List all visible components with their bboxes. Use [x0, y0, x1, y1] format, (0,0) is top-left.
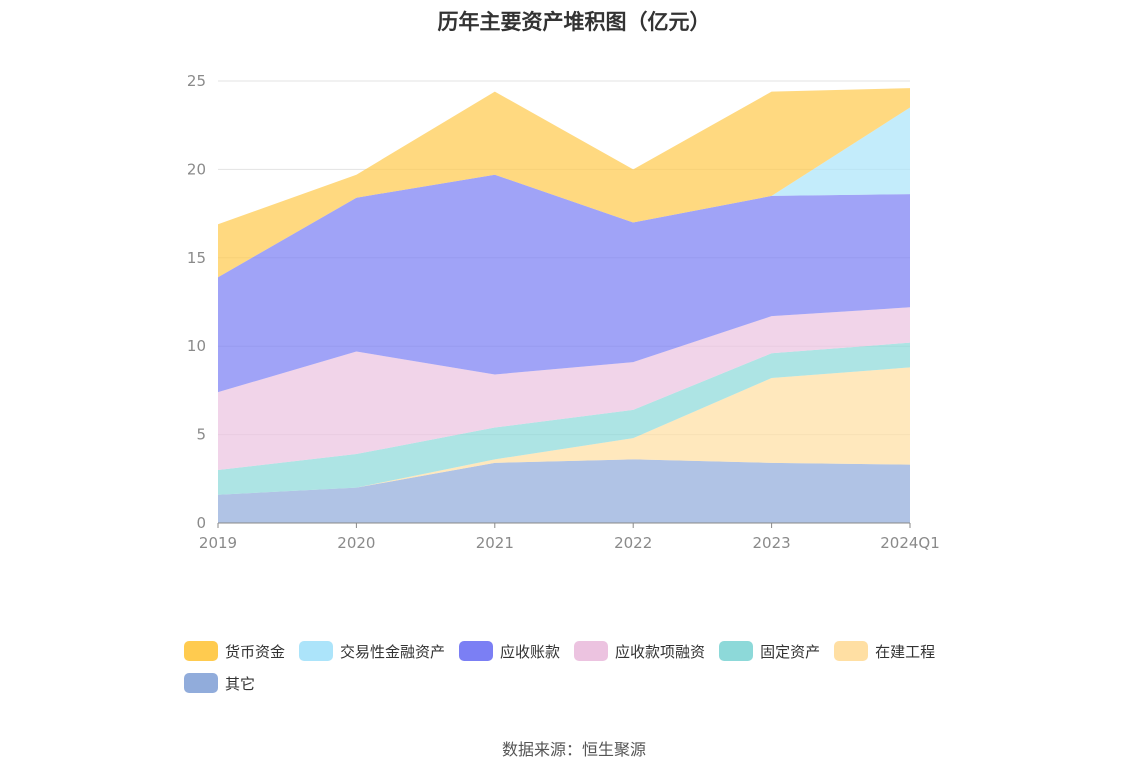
- area-series-应收账款: [218, 174, 910, 393]
- legend-swatch: [834, 641, 869, 661]
- x-tick-label: 2023: [753, 534, 791, 552]
- area-series-其它: [218, 459, 910, 523]
- legend-label: 其它: [225, 674, 256, 693]
- legend-item[interactable]: 其它: [184, 672, 255, 694]
- data-source: 数据来源：恒生聚源: [501, 740, 646, 759]
- area-series-应收款项融资: [218, 307, 910, 470]
- y-tick-label: 25: [187, 72, 206, 90]
- legend-label: 在建工程: [875, 642, 936, 661]
- x-tick-label: 2020: [337, 534, 375, 552]
- x-tick-label: 2024Q1: [880, 534, 940, 552]
- y-tick-label: 0: [196, 514, 206, 532]
- y-tick-label: 15: [187, 249, 206, 267]
- legend-swatch: [299, 641, 334, 661]
- legend-label: 交易性金融资产: [340, 642, 446, 661]
- y-tick-label: 10: [187, 337, 206, 355]
- y-tick-label: 20: [187, 160, 206, 178]
- legend-label: 应收账款: [500, 642, 561, 661]
- legend-label: 货币资金: [225, 642, 286, 661]
- x-tick-label: 2019: [199, 534, 237, 552]
- area-series-货币资金: [218, 88, 910, 278]
- legend-label: 固定资产: [760, 642, 821, 661]
- legend-item[interactable]: 固定资产: [719, 640, 820, 662]
- legend-swatch: [184, 673, 218, 693]
- area-series-在建工程: [218, 367, 910, 495]
- x-tick-label: 2021: [476, 534, 514, 552]
- chart-title: 历年主要资产堆积图（亿元）: [437, 10, 711, 34]
- x-tick-label: 2022: [614, 534, 652, 552]
- legend-item[interactable]: 交易性金融资产: [299, 640, 445, 662]
- legend-label: 应收款项融资: [615, 642, 706, 661]
- legend-swatch: [574, 641, 609, 661]
- legend-swatch: [719, 641, 754, 661]
- legend-swatch: [459, 641, 494, 661]
- legend-item[interactable]: 货币资金: [184, 640, 285, 662]
- legend-item[interactable]: 应收账款: [459, 640, 560, 662]
- legend-swatch: [184, 641, 218, 661]
- legend-item[interactable]: 应收款项融资: [574, 640, 705, 662]
- legend-item[interactable]: 在建工程: [834, 640, 935, 662]
- area-series-固定资产: [218, 342, 910, 495]
- chart-legend: 货币资金 交易性金融资产 应收账款 应收款项融资 固定资产 在建工程其它: [184, 640, 984, 704]
- y-tick-label: 5: [196, 426, 206, 444]
